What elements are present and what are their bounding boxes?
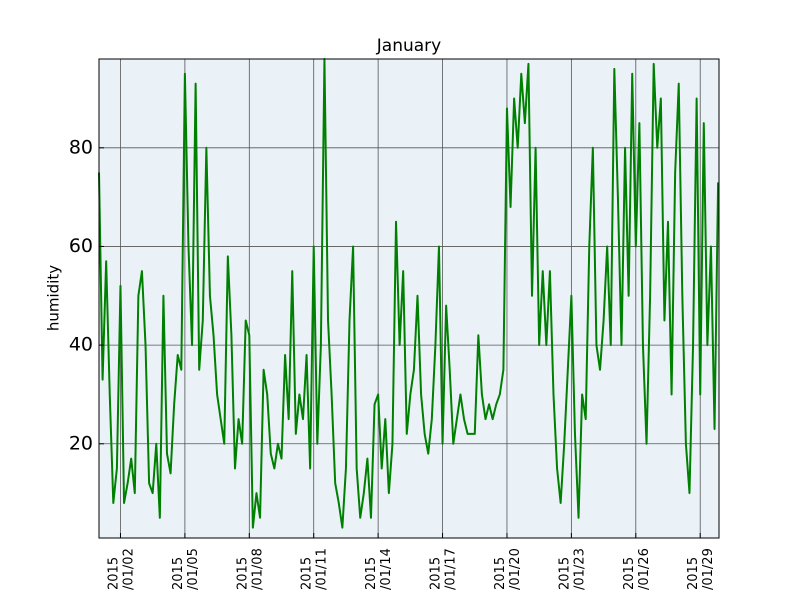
x-tick-label-part: /01/05 — [185, 548, 200, 590]
chart-title: January — [376, 36, 441, 56]
x-tick-label-part: /01/23 — [572, 548, 587, 590]
x-tick-label-part: 2015 — [106, 557, 121, 590]
x-tick-label: 2015/01/11 — [299, 548, 329, 590]
plot-frame — [98, 58, 720, 539]
x-tick-label-part: /01/29 — [701, 548, 716, 590]
x-tick-label: 2015/01/14 — [364, 548, 394, 590]
x-tick-label: 2015/01/23 — [557, 548, 587, 590]
x-tick-label-part: 2015 — [686, 557, 701, 590]
x-tick-label-part: 2015 — [235, 557, 250, 590]
y-tick-label: 60 — [69, 235, 93, 257]
x-tick-label-part: /01/14 — [379, 548, 394, 590]
x-tick-label-part: /01/20 — [507, 548, 522, 590]
x-tick-label-part: /01/26 — [636, 548, 651, 590]
x-tick-label-part: 2015 — [364, 557, 379, 590]
y-tick-label: 40 — [69, 334, 93, 356]
x-tick-label-part: /01/17 — [443, 548, 458, 590]
x-tick-label-part: /01/02 — [121, 548, 136, 590]
x-tick-label-part: 2015 — [621, 557, 636, 590]
y-tick-label: 80 — [69, 136, 93, 158]
y-tick-label: 20 — [69, 432, 93, 454]
x-tick-label: 2015/01/08 — [235, 548, 265, 590]
x-tick-label-part: 2015 — [557, 557, 572, 590]
x-tick-label: 2015/01/02 — [106, 548, 136, 590]
x-tick-label-part: /01/11 — [314, 548, 329, 590]
x-tick-label: 2015/01/05 — [170, 548, 200, 590]
x-tick-label-part: 2015 — [492, 557, 507, 590]
x-tick-label: 2015/01/17 — [428, 548, 458, 590]
x-tick-label-part: 2015 — [299, 557, 314, 590]
y-axis-label: humidity — [45, 265, 63, 331]
x-tick-label: 2015/01/26 — [621, 548, 651, 590]
x-tick-label: 2015/01/29 — [686, 548, 716, 590]
x-tick-label-part: 2015 — [170, 557, 185, 590]
data-line — [98, 58, 720, 529]
x-tick-label-part: /01/08 — [250, 548, 265, 590]
x-tick-label: 2015/01/20 — [492, 548, 522, 590]
x-tick-label-part: 2015 — [428, 557, 443, 590]
